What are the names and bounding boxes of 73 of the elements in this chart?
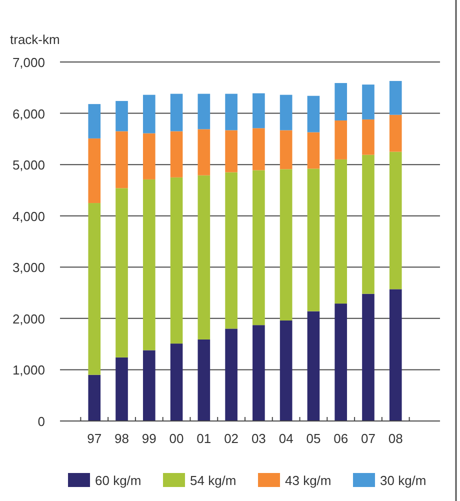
bar: [88, 203, 101, 375]
x-tick-label: 04: [278, 431, 294, 446]
bar: [225, 172, 238, 329]
x-tick-label: 99: [142, 431, 156, 446]
bar: [198, 175, 210, 340]
y-tick-label: 1,000: [12, 362, 45, 378]
bar: [334, 304, 348, 421]
y-tick-label: 6,000: [12, 106, 45, 122]
bar: [280, 130, 292, 170]
x-tick-label: 98: [114, 431, 129, 446]
bar: [389, 114, 402, 152]
bar: [280, 94, 292, 130]
x-tick-label: 01: [196, 431, 212, 446]
bar: [116, 188, 128, 358]
bar: [389, 152, 402, 290]
bar: [389, 80, 402, 115]
bar: [116, 131, 128, 188]
bar: [362, 154, 374, 294]
bar: [170, 94, 183, 132]
bar: [307, 132, 320, 169]
bar: [142, 94, 156, 134]
bar: [307, 311, 320, 421]
x-tick-label: 08: [388, 431, 403, 446]
bar: [142, 133, 156, 180]
x-tick-label: 02: [224, 431, 239, 446]
bar: [198, 94, 210, 130]
legend-label: 54 kg/m: [190, 473, 236, 488]
y-tick-label: 4,000: [12, 208, 45, 224]
bar: [362, 294, 374, 421]
x-tick-label: 00: [169, 431, 184, 446]
y-tick-label: 2,000: [12, 311, 45, 326]
x-tick-label: 06: [334, 431, 348, 446]
y-tick-label: 3,000: [12, 260, 45, 276]
bar: [170, 131, 183, 178]
bar: [225, 130, 238, 172]
bar: [307, 168, 320, 312]
y-tick-label: 0: [38, 414, 45, 429]
bar: [280, 320, 292, 421]
bar: [88, 138, 101, 204]
bar: [116, 357, 128, 421]
bar: [116, 100, 128, 132]
bar: [334, 159, 348, 304]
x-tick-label: 05: [306, 431, 321, 446]
legend-label: 30 kg/m: [380, 473, 426, 488]
legend-label: 43 kg/m: [285, 473, 332, 488]
y-tick-label: 5,000: [12, 158, 45, 173]
bar: [198, 339, 210, 421]
y-axis-title: track-km: [10, 32, 60, 47]
bar: [225, 328, 238, 421]
bar: [280, 169, 292, 320]
y-tick-label: 7,000: [12, 55, 45, 70]
bar: [252, 128, 265, 170]
bar: [334, 120, 348, 160]
bar: [170, 177, 183, 344]
bar: [252, 325, 265, 421]
bar: [334, 83, 348, 120]
bar: [252, 170, 265, 326]
x-tick-label: 03: [251, 431, 266, 446]
x-tick-label: 07: [361, 431, 376, 446]
x-tick-label: 97: [87, 431, 102, 446]
bar: [362, 84, 374, 120]
bar: [389, 289, 402, 421]
bar: [142, 179, 156, 350]
bar: [252, 93, 265, 128]
bar: [88, 374, 101, 421]
legend-label: 60 kg/m: [95, 473, 142, 488]
bar: [198, 129, 210, 176]
bar: [362, 119, 374, 155]
bar: [88, 104, 101, 138]
bar: [307, 96, 320, 132]
bar: [170, 344, 183, 421]
bar: [225, 94, 238, 130]
bar: [142, 350, 156, 421]
